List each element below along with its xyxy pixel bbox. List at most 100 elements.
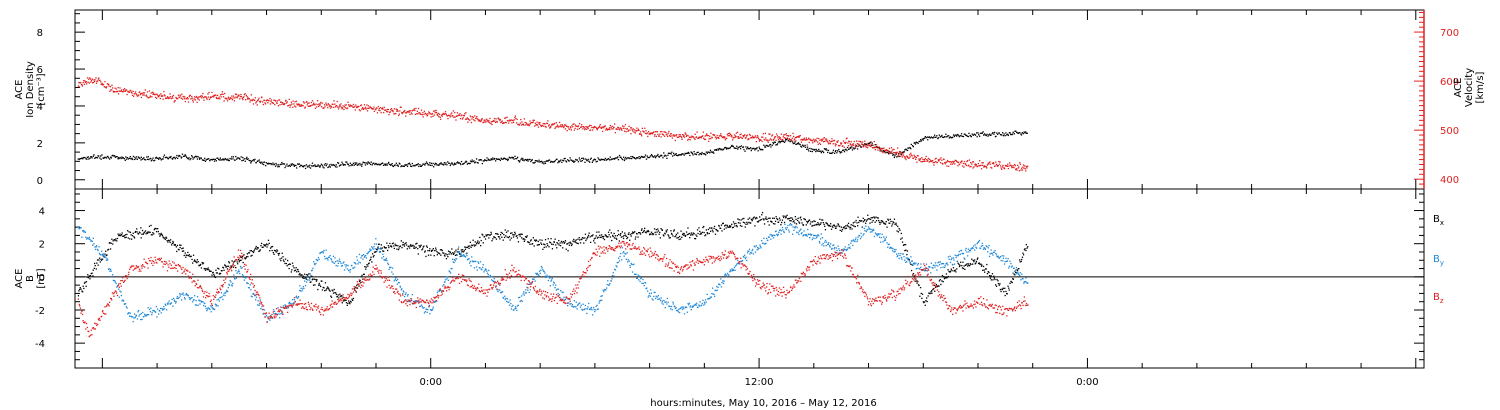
velocity-series-point: [632, 128, 634, 130]
density-series-point: [556, 158, 558, 160]
bx-series-point: [649, 234, 651, 236]
velocity-series-point: [954, 159, 956, 161]
density-series-point: [732, 145, 734, 147]
velocity-series-point: [777, 138, 780, 141]
density-series-point: [559, 160, 561, 162]
by-series-point: [250, 289, 252, 291]
velocity-series-point: [148, 90, 150, 92]
bx-series-point: [268, 242, 270, 244]
velocity-series-point: [822, 141, 825, 143]
velocity-series-point: [819, 143, 822, 145]
bx-series-point: [675, 235, 677, 237]
density-series-point: [301, 164, 303, 167]
velocity-series-point: [577, 125, 580, 127]
velocity-series-point: [930, 159, 932, 162]
bx-series-point: [1010, 281, 1013, 283]
velocity-series-point: [680, 135, 682, 138]
density-series-point: [343, 164, 345, 166]
density-series-point: [617, 156, 619, 158]
by-series-point: [374, 248, 376, 250]
bx-series-point: [150, 234, 153, 236]
bx-series-point: [789, 217, 792, 219]
bx-series-point: [291, 262, 294, 264]
bx-series-point: [151, 234, 153, 236]
bx-series-point: [549, 242, 552, 244]
velocity-series-point: [1014, 165, 1016, 167]
bx-series-point: [893, 218, 896, 220]
density-series-point: [287, 165, 290, 167]
bx-series-point: [166, 240, 168, 242]
bx-series-point: [890, 220, 892, 222]
by-series-point: [292, 303, 294, 305]
bx-series-point: [958, 265, 961, 268]
velocity-series-point: [527, 124, 529, 126]
velocity-series-point: [896, 151, 898, 153]
velocity-series-point: [142, 92, 144, 94]
velocity-series-point: [847, 145, 850, 147]
density-series-point: [209, 160, 211, 162]
by-series-point: [158, 313, 160, 315]
density-series-point: [480, 159, 483, 161]
by-series-point: [248, 287, 250, 289]
velocity-series-point: [744, 134, 746, 136]
density-series-point: [701, 151, 703, 154]
velocity-series-point: [409, 113, 411, 116]
density-series-point: [581, 160, 583, 162]
bx-series-point: [127, 237, 129, 239]
density-series-point: [792, 142, 794, 145]
by-series-point: [484, 268, 487, 270]
velocity-series-point: [331, 103, 333, 105]
velocity-series-point: [386, 111, 388, 113]
density-series-point: [762, 149, 764, 151]
density-series-point: [966, 135, 968, 137]
by-series-point: [500, 292, 502, 294]
bx-series-point: [737, 218, 739, 220]
density-series-point: [755, 148, 758, 150]
density-series-point: [983, 134, 985, 136]
bx-series-point: [675, 233, 678, 236]
bx-series-point: [370, 256, 372, 258]
density-series-point: [216, 157, 218, 159]
velocity-series-point: [508, 122, 510, 124]
bx-series-point: [885, 221, 887, 223]
velocity-series-point: [152, 92, 155, 94]
velocity-series-point: [695, 136, 698, 138]
bx-series-point: [240, 256, 242, 258]
by-series-point: [432, 308, 434, 310]
velocity-series-point: [526, 123, 528, 125]
density-series-point: [967, 135, 970, 138]
bx-series-point: [948, 270, 950, 273]
bx-series-point: [232, 266, 235, 268]
bx-series-point: [352, 299, 354, 301]
velocity-series-point: [925, 155, 927, 158]
bx-series-point: [1001, 288, 1004, 291]
density-series-point: [883, 150, 885, 152]
velocity-series-point: [624, 124, 627, 126]
velocity-series-point: [168, 97, 170, 99]
by-series-point: [129, 315, 131, 317]
density-series-point: [760, 148, 763, 151]
density-series-point: [740, 148, 742, 150]
velocity-series-point: [572, 123, 574, 125]
velocity-series-point: [449, 115, 451, 117]
density-series-point: [833, 152, 836, 154]
by-series-point: [309, 273, 311, 275]
velocity-series-point: [417, 107, 420, 110]
density-series-point: [526, 158, 529, 161]
bx-series-point: [307, 274, 309, 276]
bx-series-point: [399, 245, 402, 247]
bx-series-point: [884, 222, 886, 225]
velocity-series-point: [453, 116, 455, 118]
density-series-point: [607, 158, 610, 160]
velocity-series-point: [239, 98, 241, 100]
bx-series-point: [973, 260, 975, 263]
velocity-series-point: [653, 131, 655, 133]
bx-series-point: [360, 276, 363, 278]
velocity-series-point: [775, 139, 777, 141]
bx-series-point: [925, 300, 927, 302]
bx-series-point: [682, 232, 684, 235]
velocity-series-point: [760, 139, 762, 141]
bx-series-point: [732, 226, 734, 228]
velocity-series-point: [232, 95, 235, 97]
velocity-series-point: [221, 91, 224, 93]
